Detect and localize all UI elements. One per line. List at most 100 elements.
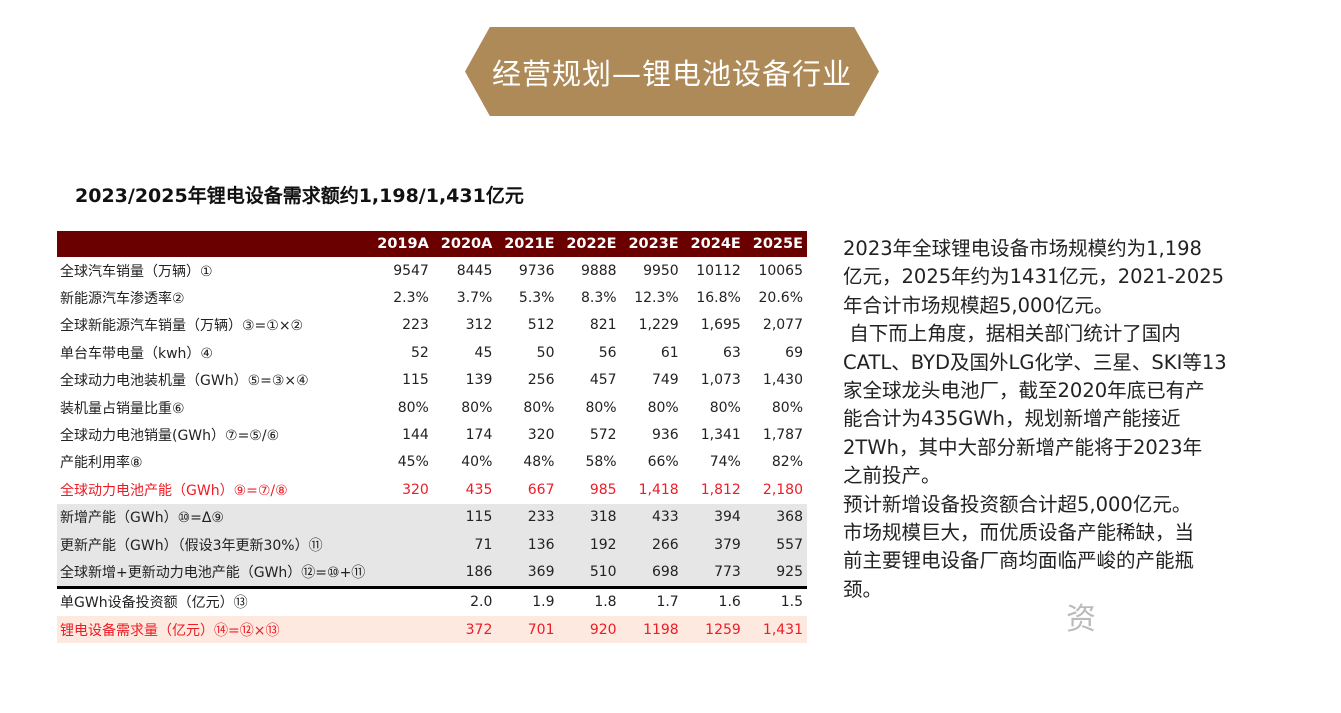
cell-value: 2,180 bbox=[762, 481, 803, 498]
row-label: 全球动力电池装机量（GWh）⑤=③×④ bbox=[60, 373, 309, 390]
table-row: 新增产能（GWh）⑩=Δ⑨ 115 233 318 433 394 368 bbox=[57, 503, 807, 531]
cell-value: 80% bbox=[771, 399, 803, 416]
cell-value: 985 bbox=[589, 481, 617, 498]
cell-value: 10112 bbox=[696, 262, 741, 279]
cell-value: 8445 bbox=[456, 262, 493, 279]
row-label: 单台车带电量（kwh）④ bbox=[60, 345, 213, 362]
cell-value bbox=[369, 503, 433, 531]
cell-value: 1.6 bbox=[682, 585, 745, 617]
cell-value: 82% bbox=[771, 454, 803, 471]
table-row: 全球动力电池装机量（GWh）⑤=③×④ 115 139 256 457 749 1,073 1… bbox=[57, 367, 807, 394]
cell-value: 80% bbox=[709, 399, 741, 416]
cell-value: 372 bbox=[432, 616, 497, 644]
cell-value: 174 bbox=[465, 427, 493, 444]
cell-value: 61 bbox=[660, 344, 679, 361]
cell-value bbox=[369, 616, 433, 644]
cell-value: 773 bbox=[682, 558, 745, 588]
cell-value bbox=[369, 585, 433, 617]
column-header: 2019A bbox=[369, 231, 433, 257]
text-line: 前主要锂电设备厂商均面临严峻的产能瓶 bbox=[843, 549, 1195, 573]
cell-value: 186 bbox=[432, 558, 497, 588]
cell-value: 1,431 bbox=[744, 616, 807, 644]
cell-value: 701 bbox=[496, 616, 559, 644]
cell-value: 80% bbox=[397, 399, 429, 416]
row-label: 新能源汽车渗透率② bbox=[60, 291, 185, 308]
cell-value: 2.3% bbox=[393, 290, 429, 307]
cell-value: 80% bbox=[461, 399, 493, 416]
cell-value: 80% bbox=[523, 399, 555, 416]
row-label: 全球新能源汽车销量（万辆）③=①×② bbox=[60, 318, 304, 335]
cell-value: 457 bbox=[589, 372, 617, 389]
cell-value: 1.8 bbox=[558, 585, 621, 617]
cell-value: 223 bbox=[402, 317, 429, 334]
cell-value: 9547 bbox=[393, 262, 429, 279]
cell-value: 667 bbox=[527, 481, 555, 498]
cell-value: 698 bbox=[620, 558, 683, 588]
cell-value: 1,787 bbox=[762, 427, 803, 444]
cell-value: 1.9 bbox=[496, 585, 559, 617]
cell-value: 2,077 bbox=[762, 317, 803, 334]
row-label: 装机量占销量比重⑥ bbox=[60, 400, 185, 417]
cell-value: 58% bbox=[585, 454, 617, 471]
cell-value: 74% bbox=[709, 454, 741, 471]
cell-value: 379 bbox=[682, 530, 745, 559]
cell-value: 40% bbox=[461, 454, 493, 471]
cell-value: 115 bbox=[432, 503, 497, 531]
cell-value: 1198 bbox=[620, 616, 683, 644]
cell-value: 80% bbox=[585, 399, 617, 416]
table-title: 2023/2025年锂电设备需求额约1,198/1,431亿元 bbox=[75, 185, 524, 207]
cell-value: 312 bbox=[465, 317, 493, 334]
cell-value: 9736 bbox=[518, 262, 555, 279]
cell-value: 80% bbox=[647, 399, 679, 416]
row-label: 新增产能（GWh）⑩=Δ⑨ bbox=[57, 503, 370, 531]
cell-value: 63 bbox=[722, 344, 741, 361]
table-row: 锂电设备需求量（亿元）⑭=⑫×⑬ 372 701 920 1198 1259 1,431 bbox=[57, 616, 807, 644]
row-label: 全球动力电池销量(GWh）⑦=⑤/⑥ bbox=[60, 428, 280, 445]
banner-title: 经营规划—锂电池设备行业 bbox=[491, 56, 852, 91]
table-header-row: 2019A 2020A 2021E 2022E 2023E 2024E 2025E bbox=[57, 231, 807, 257]
cell-value: 1,229 bbox=[638, 317, 679, 334]
cell-value: 936 bbox=[651, 427, 679, 444]
table-row: 全球新增+更新动力电池产能（GWh）⑫=⑩+⑪ 186 369 510 698 773 92… bbox=[57, 558, 807, 588]
cell-value: 66% bbox=[647, 454, 679, 471]
table-row: 单台车带电量（kwh）④ 52 45 50 56 61 63 69 bbox=[57, 339, 807, 366]
cell-value: 1259 bbox=[682, 616, 745, 644]
analysis-text: 2023年全球锂电设备市场规模约为1,198 亿元，2025年约为1431亿元，2… bbox=[843, 235, 1227, 604]
text-line: CATL、BYD及国外LG化学、三星、SKI等13 bbox=[843, 350, 1227, 374]
cell-value: 1,695 bbox=[700, 317, 741, 334]
cell-value: 318 bbox=[558, 503, 621, 531]
text-line: 家全球龙头电池厂，截至2020年底已有产 bbox=[843, 379, 1205, 403]
table-row: 装机量占销量比重⑥ 80% 80% 80% 80% 80% 80% 80% bbox=[57, 394, 807, 421]
text-line: 市场规模巨大，而优质设备产能稀缺，当 bbox=[843, 521, 1195, 545]
text-line: 亿元，2025年约为1431亿元，2021-2025 bbox=[843, 265, 1225, 289]
cell-value: 10065 bbox=[758, 262, 803, 279]
cell-value: 1,341 bbox=[700, 427, 741, 444]
cell-value: 20.6% bbox=[758, 290, 803, 307]
row-label: 全球新增+更新动力电池产能（GWh）⑫=⑩+⑪ bbox=[57, 558, 370, 588]
cell-value: 1,812 bbox=[700, 481, 741, 498]
column-header bbox=[57, 231, 370, 257]
text-line: 自下而上角度，据相关部门统计了国内 bbox=[843, 322, 1181, 346]
table-row: 更新产能（GWh）（假设3年更新30%）⑪ 71 136 192 266 379 557 bbox=[57, 530, 807, 559]
cell-value: 45 bbox=[474, 344, 493, 361]
text-line: 颈。 bbox=[843, 577, 883, 601]
table-row: 产能利用率⑧ 45% 40% 48% 58% 66% 74% 82% bbox=[57, 449, 807, 476]
cell-value: 56 bbox=[598, 344, 617, 361]
text-line: 2023年全球锂电设备市场规模约为1,198 bbox=[843, 237, 1202, 260]
section-banner: 经营规划—锂电池设备行业 bbox=[465, 27, 879, 116]
cell-value: 925 bbox=[744, 558, 807, 588]
cell-value: 69 bbox=[785, 344, 803, 361]
cell-value: 12.3% bbox=[634, 290, 679, 307]
cell-value: 749 bbox=[651, 372, 679, 389]
table-row: 新能源汽车渗透率② 2.3% 3.7% 5.3% 8.3% 12.3% 16.8% 20.6% bbox=[57, 284, 807, 311]
cell-value: 435 bbox=[465, 481, 493, 498]
column-header: 2020A bbox=[432, 231, 497, 257]
text-line: 预计新增设备投资额合计超5,000亿元。 bbox=[843, 492, 1192, 516]
table-row: 全球动力电池产能（GWh）⑨=⑦/⑧ 320 435 667 985 1,418 1,812… bbox=[57, 476, 807, 503]
cell-value: 1,418 bbox=[638, 481, 679, 498]
cell-value: 115 bbox=[402, 372, 429, 389]
cell-value: 136 bbox=[496, 530, 559, 559]
cell-value: 320 bbox=[402, 481, 429, 498]
cell-value: 71 bbox=[432, 530, 497, 559]
table-row: 全球新能源汽车销量（万辆）③=①×② 223 312 512 821 1,229 1,695… bbox=[57, 312, 807, 339]
